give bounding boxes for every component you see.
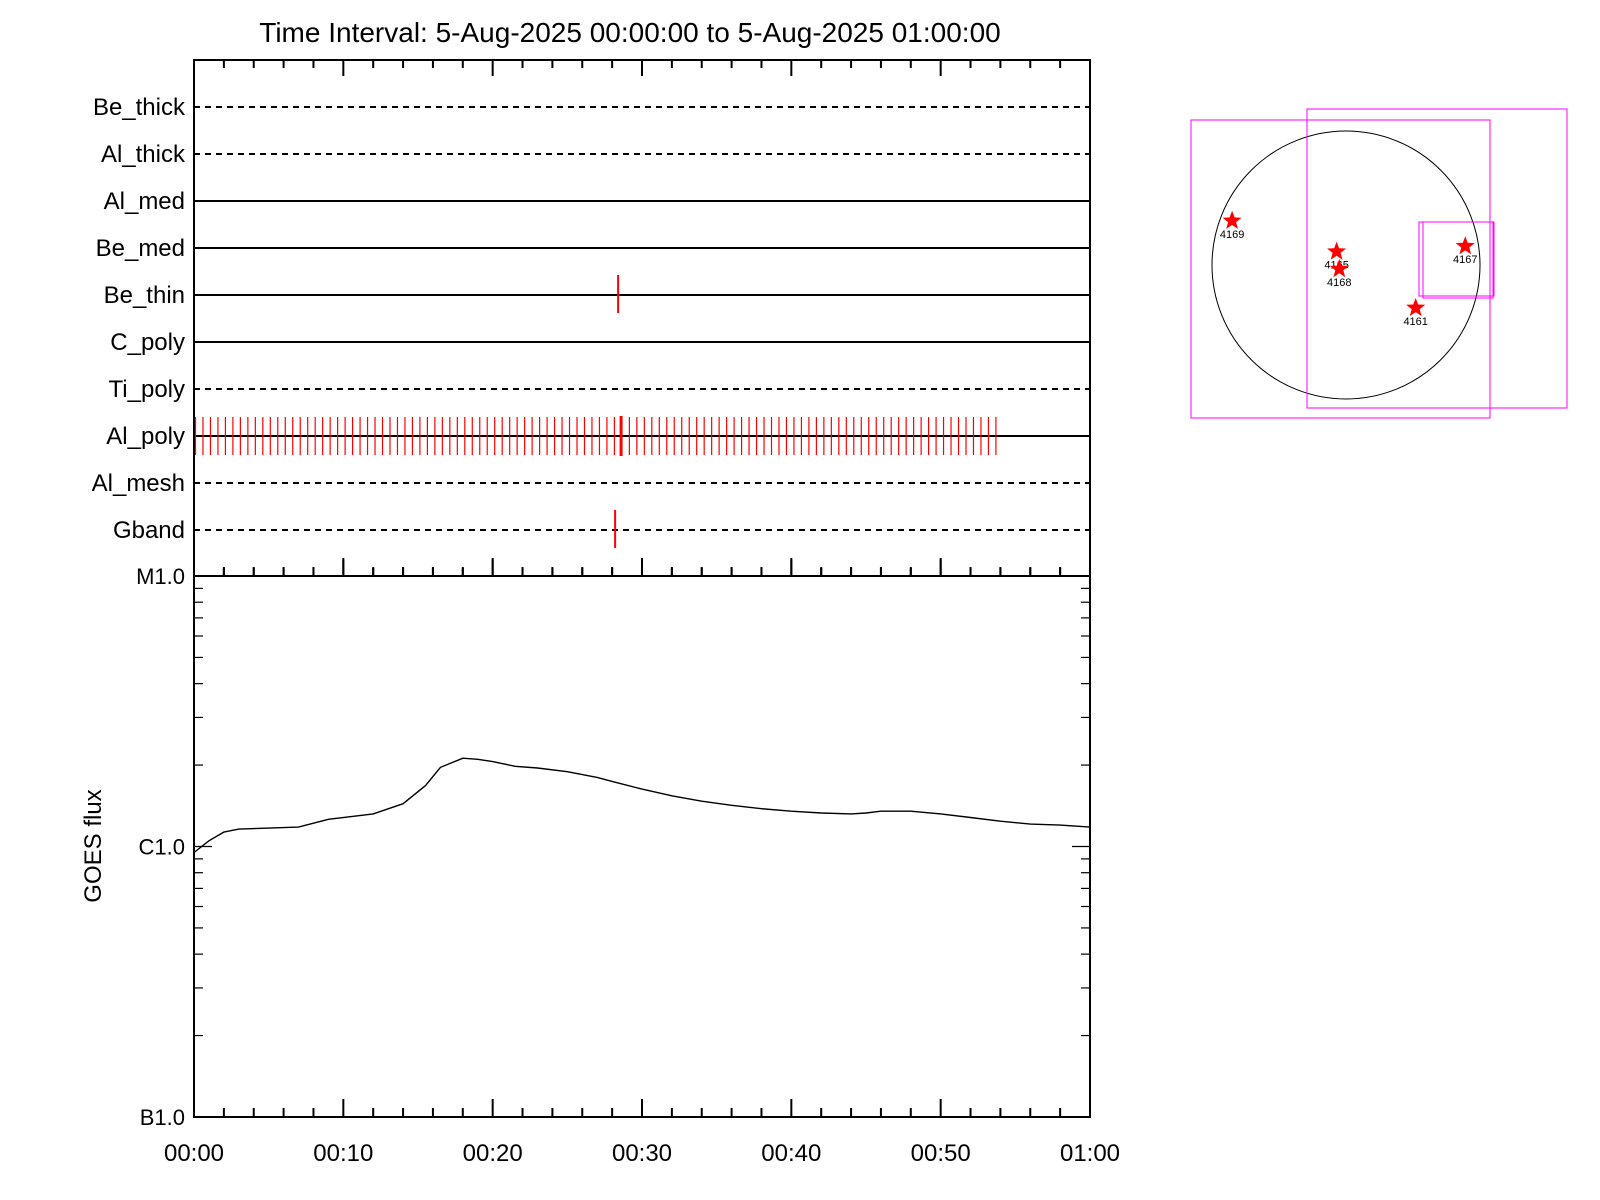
region-label: 4161 [1403,316,1427,328]
solar-disk-limb [1211,130,1481,400]
x-tick-label: 00:00 [164,1140,224,1167]
y-tick-label: C1.0 [139,835,185,860]
x-tick-label: 00:40 [761,1140,821,1167]
x-tick-label: 00:30 [612,1140,672,1167]
region-star-4167 [1455,236,1475,255]
row-label: Gband [113,517,185,544]
y-axis-label: GOES flux [80,789,107,902]
region-label: 4169 [1220,229,1244,241]
region-label: 4168 [1327,277,1351,289]
row-label: Be_med [96,235,185,262]
region-star-4169 [1222,210,1242,229]
timeline-frame [193,59,1091,577]
x-tick-label: 00:20 [463,1140,523,1167]
goes-flux-line [193,757,1091,854]
row-label: Be_thick [93,94,186,121]
row-label: Al_med [104,188,185,215]
y-tick-label: B1.0 [140,1105,185,1130]
row-label: C_poly [110,329,185,356]
row-label: Ti_poly [109,376,185,403]
region-star-4161 [1406,297,1426,316]
x-tick-label: 01:00 [1060,1140,1120,1167]
region-star-4168 [1329,259,1349,278]
x-tick-label: 00:10 [313,1140,373,1167]
region-label: 4167 [1453,254,1477,266]
goes-panel: B1.0 C1.0 M1.0 00:00 00:10 00:20 00:30 00:40 00:… [80,558,1120,1167]
row-label: Al_poly [106,423,185,450]
fov-box [1190,119,1491,419]
goes-frame [193,575,1091,1118]
timeline-panel: Be_thick Al_thick Al_med Be_med Be_thin C_pol… [92,59,1091,577]
fov-box [1422,221,1494,299]
row-label: Be_thin [104,282,185,309]
x-tick-label: 00:50 [911,1140,971,1167]
chart-title: Time Interval: 5-Aug-2025 00:00:00 to 5-… [259,17,1000,48]
fov-box [1306,108,1568,409]
row-label: Al_thick [101,141,186,168]
y-tick-label: M1.0 [136,564,185,589]
row-label: Al_mesh [92,470,185,497]
region-star-4165 [1327,241,1347,260]
